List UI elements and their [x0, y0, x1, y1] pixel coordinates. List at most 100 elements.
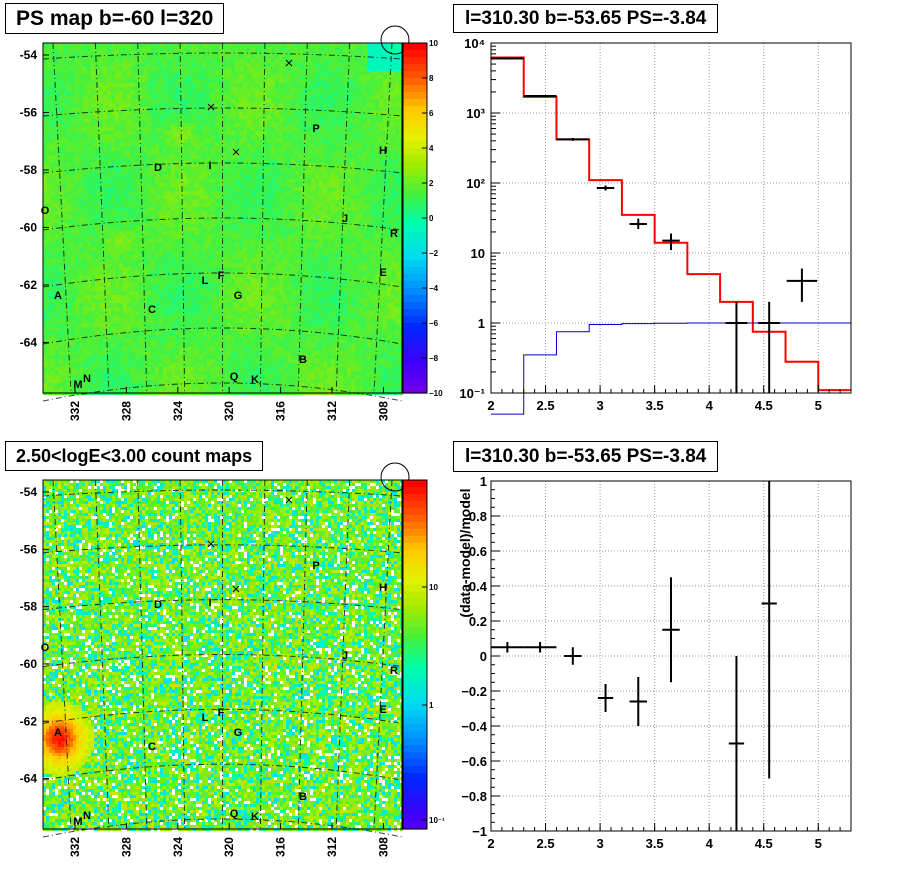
- map-pixel: [299, 171, 303, 175]
- map-pixel: [103, 175, 107, 179]
- map-pixel: [83, 131, 87, 135]
- map-pixel: [203, 259, 207, 263]
- map-pixel: [351, 239, 355, 243]
- map-pixel: [83, 199, 87, 203]
- map-pixel: [219, 79, 223, 83]
- map-pixel: [111, 247, 115, 251]
- map-pixel: [363, 151, 367, 155]
- map-pixel: [87, 127, 91, 131]
- map-pixel: [307, 175, 311, 179]
- map-pixel: [155, 87, 159, 91]
- map-pixel: [235, 175, 239, 179]
- map-pixel: [327, 67, 331, 71]
- map-pixel: [159, 67, 163, 71]
- map-pixel: [299, 179, 303, 183]
- map-pixel: [147, 259, 151, 263]
- map-pixel: [83, 179, 87, 183]
- map-pixel: [107, 43, 111, 47]
- map-pixel: [87, 115, 91, 119]
- map-pixel: [123, 179, 127, 183]
- map-pixel: [307, 247, 311, 251]
- map-pixel: [335, 239, 339, 243]
- map-pixel: [135, 151, 139, 155]
- map-pixel: [175, 43, 179, 47]
- map-pixel: [171, 103, 175, 107]
- map-pixel: [311, 51, 315, 55]
- map-pixel: [139, 55, 143, 59]
- map-pixel: [259, 99, 263, 103]
- map-pixel: [139, 139, 143, 143]
- map-pixel: [51, 223, 55, 227]
- map-pixel: [303, 127, 307, 131]
- map-pixel: [319, 127, 323, 131]
- map-pixel: [67, 175, 71, 179]
- map-pixel: [383, 223, 387, 227]
- map-pixel: [143, 139, 147, 143]
- map-pixel: [227, 175, 231, 179]
- map-pixel: [99, 195, 103, 199]
- map-pixel: [303, 243, 307, 247]
- map-pixel: [379, 191, 383, 195]
- map-pixel: [183, 187, 187, 191]
- map-pixel: [275, 83, 279, 87]
- map-pixel: [251, 95, 255, 99]
- map-pixel: [263, 91, 267, 95]
- map-pixel: [303, 223, 307, 227]
- map-pixel: [331, 247, 335, 251]
- map-pixel: [223, 195, 227, 199]
- map-pixel: [323, 71, 327, 75]
- map-pixel: [399, 159, 403, 163]
- map-pixel: [167, 247, 171, 251]
- map-pixel: [383, 239, 387, 243]
- map-pixel: [187, 183, 191, 187]
- map-pixel: [319, 167, 323, 171]
- map-pixel: [355, 179, 359, 183]
- map-pixel: [47, 59, 51, 63]
- map-pixel: [231, 63, 235, 67]
- map-pixel: [43, 255, 47, 259]
- map-pixel: [43, 239, 47, 243]
- map-pixel: [399, 83, 403, 87]
- map-pixel: [351, 227, 355, 231]
- map-pixel: [383, 203, 387, 207]
- map-pixel: [167, 139, 171, 143]
- map-pixel: [79, 79, 83, 83]
- map-pixel: [223, 255, 227, 259]
- map-pixel: [291, 211, 295, 215]
- map-pixel: [231, 251, 235, 255]
- map-pixel: [175, 243, 179, 247]
- map-pixel: [107, 235, 111, 239]
- map-pixel: [171, 115, 175, 119]
- map-pixel: [263, 259, 267, 263]
- map-pixel: [155, 95, 159, 99]
- map-pixel: [167, 163, 171, 167]
- map-pixel: [299, 91, 303, 95]
- map-pixel: [131, 75, 135, 79]
- map-pixel: [375, 151, 379, 155]
- map-pixel: [379, 155, 383, 159]
- map-pixel: [335, 163, 339, 167]
- map-pixel: [379, 59, 383, 63]
- map-pixel: [291, 147, 295, 151]
- map-pixel: [191, 71, 195, 75]
- map-pixel: [347, 227, 351, 231]
- map-pixel: [83, 195, 87, 199]
- map-pixel: [395, 51, 399, 55]
- map-pixel: [99, 247, 103, 251]
- map-pixel: [275, 115, 279, 119]
- map-pixel: [83, 231, 87, 235]
- map-pixel: [283, 135, 287, 139]
- map-pixel: [339, 183, 343, 187]
- map-pixel: [295, 67, 299, 71]
- map-pixel: [55, 227, 59, 231]
- map-pixel: [259, 71, 263, 75]
- map-pixel: [219, 255, 223, 259]
- map-pixel: [199, 167, 203, 171]
- map-pixel: [275, 187, 279, 191]
- map-pixel: [203, 67, 207, 71]
- map-pixel: [315, 55, 319, 59]
- map-pixel: [147, 215, 151, 219]
- map-pixel: [267, 131, 271, 135]
- map-pixel: [171, 47, 175, 51]
- map-pixel: [199, 79, 203, 83]
